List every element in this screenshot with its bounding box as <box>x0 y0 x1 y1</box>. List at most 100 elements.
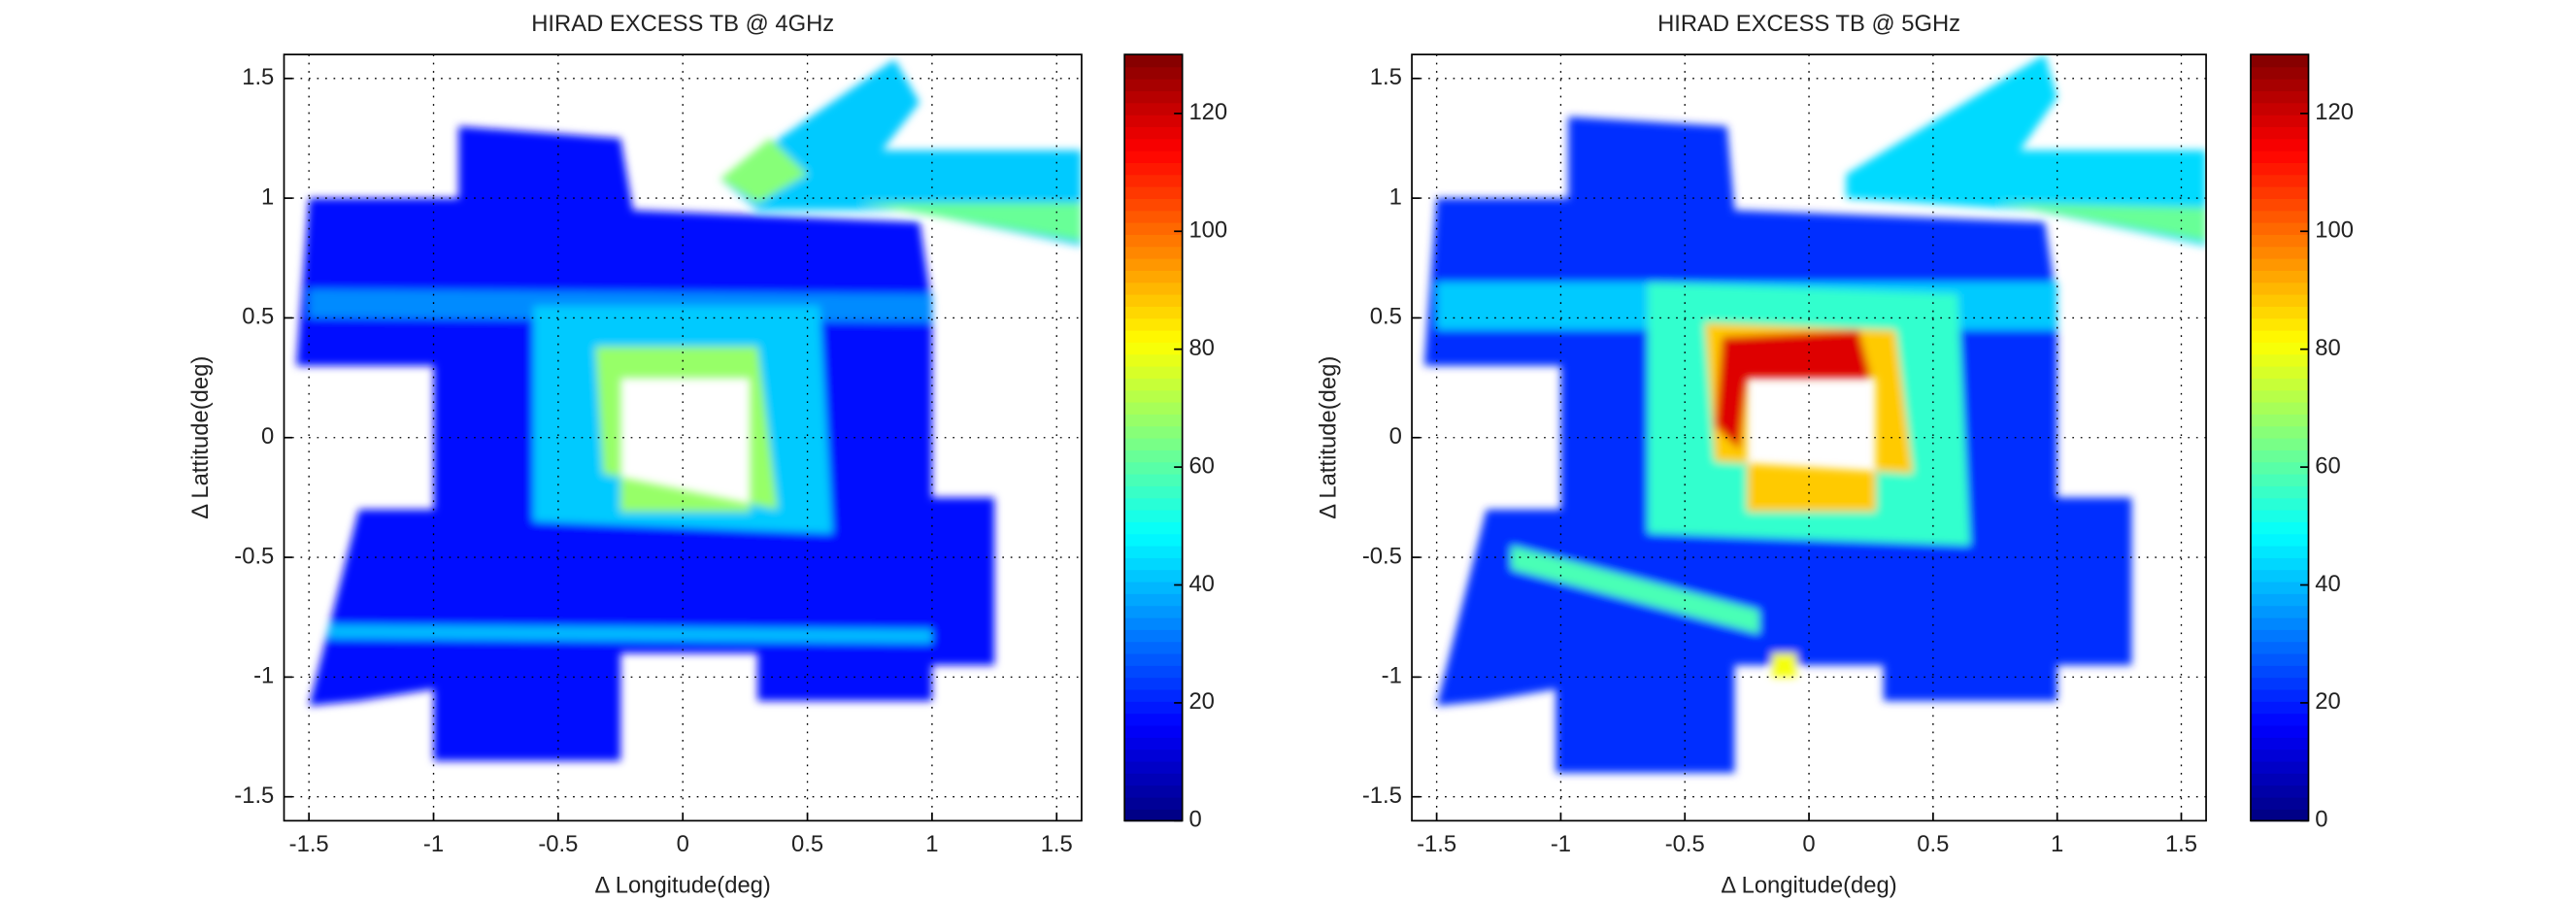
colorbar-swatch <box>2250 221 2309 235</box>
colorbar-swatch <box>2250 437 2309 450</box>
colorbar-swatch <box>1124 174 1183 187</box>
x-tick-label: 0.5 <box>1917 831 1949 857</box>
colorbar-swatch <box>1124 246 1183 259</box>
colorbar-swatch <box>1124 329 1183 343</box>
colorbar-swatch <box>2250 138 2309 151</box>
colorbar-swatch <box>1124 54 1183 68</box>
heatmap-patch <box>719 59 1082 247</box>
colorbar-swatch <box>1124 365 1183 379</box>
colorbar-swatch <box>2250 773 2309 786</box>
colorbar-swatch <box>1124 796 1183 810</box>
colorbar-swatch <box>2250 737 2309 750</box>
colorbar-swatch <box>2250 185 2309 199</box>
colorbar-swatch <box>1124 641 1183 654</box>
colorbar-swatch <box>2250 90 2309 104</box>
colorbar-tick-label: 120 <box>1188 99 1227 125</box>
colorbar-tick-label: 100 <box>2315 217 2354 244</box>
colorbar-swatch <box>1124 353 1183 367</box>
colorbar-swatch <box>1124 593 1183 607</box>
colorbar-swatch <box>1124 688 1183 702</box>
colorbar-tick-label: 20 <box>1188 688 1214 715</box>
colorbar-swatch <box>2250 713 2309 726</box>
x-tick-label: -1.5 <box>289 831 329 857</box>
colorbar-swatch <box>1124 485 1183 499</box>
colorbar-swatch <box>2250 581 2309 594</box>
colorbar-swatch <box>2250 282 2309 295</box>
colorbar-swatch <box>2250 557 2309 571</box>
colorbar-swatch <box>1124 724 1183 738</box>
x-tick-label: 1 <box>925 831 938 857</box>
colorbar-swatch <box>1124 760 1183 774</box>
colorbar-swatch <box>1124 306 1183 319</box>
colorbar-swatch <box>2250 605 2309 618</box>
y-tick-label: -1.5 <box>1362 783 1402 809</box>
chart-title: HIRAD EXCESS TB @ 5GHz <box>1657 11 1960 37</box>
colorbar-swatch <box>1124 545 1183 558</box>
heatmap-patch <box>1423 117 2132 774</box>
heatmap-field <box>296 59 1082 761</box>
colorbar-swatch <box>1124 425 1183 439</box>
heatmap-patch <box>595 347 778 513</box>
colorbar-swatch <box>1124 282 1183 295</box>
colorbar-swatch <box>1124 234 1183 248</box>
colorbar-swatch <box>2250 329 2309 343</box>
colorbar-swatch <box>1124 450 1183 463</box>
heatmap-patch <box>856 203 1082 242</box>
colorbar-swatch <box>1124 605 1183 618</box>
colorbar-swatch <box>1124 138 1183 151</box>
colorbar-swatch <box>2250 784 2309 798</box>
heatmap-patch <box>296 126 995 761</box>
colorbar-swatch <box>1124 533 1183 547</box>
colorbar-tick-label: 100 <box>1188 217 1227 244</box>
x-tick-label: 0 <box>677 831 689 857</box>
colorbar-swatch <box>2250 293 2309 307</box>
colorbar-swatch <box>1124 521 1183 535</box>
colorbar-swatch <box>1124 78 1183 91</box>
colorbar-swatch <box>1124 557 1183 571</box>
colorbar-swatch <box>1124 629 1183 643</box>
colorbar-swatch <box>1124 569 1183 583</box>
colorbar-swatch <box>2250 545 2309 558</box>
colorbar-swatch <box>2250 749 2309 762</box>
colorbar-swatch <box>2250 126 2309 140</box>
colorbar-swatch <box>2250 174 2309 187</box>
y-tick-label: 1 <box>261 183 274 210</box>
colorbar-swatch <box>2250 102 2309 116</box>
colorbar-swatch <box>2250 450 2309 463</box>
colorbar-swatch <box>2250 317 2309 331</box>
colorbar-swatch <box>2250 210 2309 223</box>
colorbar-swatch <box>1124 809 1183 822</box>
colorbar-swatch <box>1124 90 1183 104</box>
colorbar-swatch <box>2250 54 2309 68</box>
colorbar-swatch <box>1124 342 1183 355</box>
colorbar-swatch <box>1124 473 1183 486</box>
y-tick-label: 1 <box>1389 183 1402 210</box>
colorbar-swatch <box>2250 150 2309 163</box>
colorbar-swatch <box>2250 162 2309 176</box>
colorbar-swatch <box>1124 749 1183 762</box>
heatmap-field <box>1423 54 2207 774</box>
colorbar-swatch <box>2250 473 2309 486</box>
colorbar-swatch <box>1124 437 1183 450</box>
heatmap-layer <box>296 59 1082 761</box>
colorbar-swatch <box>1124 389 1183 403</box>
colorbar-swatch <box>2250 521 2309 535</box>
colorbar-swatch <box>2250 677 2309 690</box>
colorbar-swatch <box>1124 210 1183 223</box>
colorbar-swatch <box>1124 198 1183 212</box>
colorbar-swatch <box>1124 713 1183 726</box>
colorbar-swatch <box>1124 509 1183 522</box>
colorbar-tick-label: 80 <box>2315 335 2340 361</box>
colorbar-swatch <box>2250 378 2309 391</box>
colorbar-tick-label: 120 <box>2315 99 2354 125</box>
colorbar-swatch <box>1124 737 1183 750</box>
heatmap-patch <box>1771 652 1797 678</box>
colorbar-swatch <box>1124 665 1183 679</box>
colorbar-swatch <box>2250 66 2309 80</box>
x-tick-label: 0 <box>1802 831 1815 857</box>
colorbar-tick-label: 0 <box>2315 807 2327 833</box>
colorbar-swatch <box>2250 365 2309 379</box>
colorbar-swatch <box>1124 293 1183 307</box>
x-tick-label: 1.5 <box>1041 831 1073 857</box>
